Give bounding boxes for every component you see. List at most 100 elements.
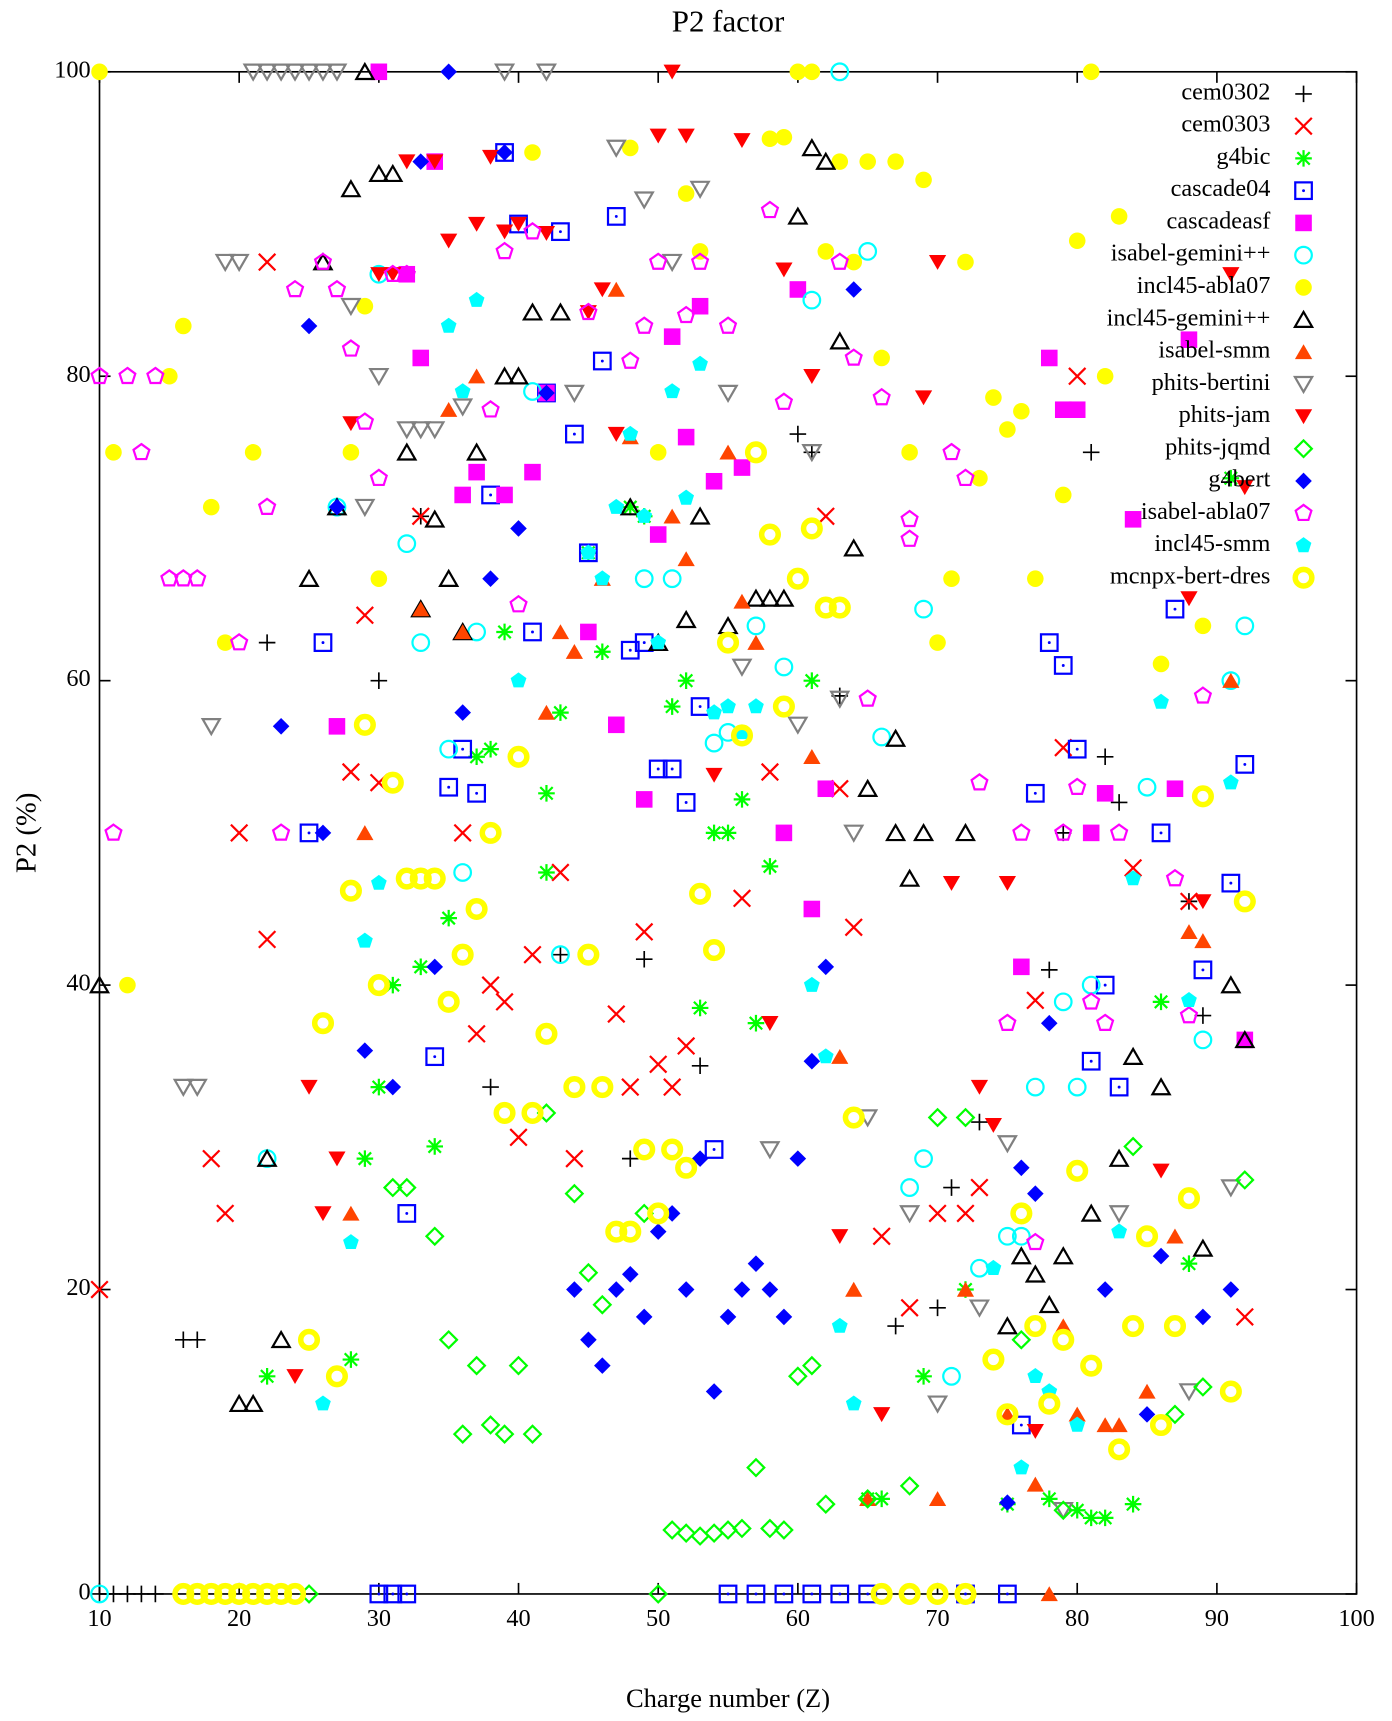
point <box>594 1357 611 1374</box>
point <box>1221 873 1241 893</box>
point <box>1109 823 1129 841</box>
point <box>900 529 919 547</box>
legend-marker <box>1294 344 1313 360</box>
point <box>789 281 807 298</box>
point <box>971 469 988 487</box>
point <box>370 672 388 689</box>
point-outline <box>997 1584 1017 1604</box>
point-dot <box>307 831 311 835</box>
point <box>732 1518 752 1539</box>
point <box>787 716 809 735</box>
point <box>580 1331 597 1349</box>
point <box>495 992 514 1011</box>
point <box>1235 754 1255 774</box>
y-tick-label: 80 <box>66 361 90 388</box>
point <box>705 767 723 783</box>
point <box>535 63 557 82</box>
point-outline <box>830 1584 850 1604</box>
point-dot <box>642 641 646 645</box>
point <box>1024 1264 1046 1283</box>
point <box>621 1150 639 1167</box>
point <box>817 958 835 976</box>
point <box>998 1013 1017 1031</box>
point <box>635 922 654 941</box>
legend-label: g4bert <box>1208 466 1270 493</box>
point <box>119 1585 136 1603</box>
point <box>815 151 837 170</box>
point <box>1222 672 1240 688</box>
point <box>956 468 975 487</box>
point <box>955 1107 976 1128</box>
point <box>521 1101 544 1125</box>
legend-marker <box>1294 181 1313 201</box>
point <box>1194 933 1212 949</box>
point <box>297 1328 321 1351</box>
point <box>719 444 737 460</box>
point <box>761 1281 779 1298</box>
point <box>1138 1406 1156 1423</box>
point <box>551 863 570 882</box>
point-outline <box>1025 783 1045 803</box>
point <box>1011 1329 1032 1350</box>
point <box>830 252 849 270</box>
point-dot <box>782 1592 786 1596</box>
point <box>1066 1159 1089 1182</box>
point <box>343 1234 359 1249</box>
point <box>1096 1013 1115 1031</box>
point-dot <box>866 1592 870 1596</box>
point-dot <box>838 1592 842 1596</box>
point <box>1027 570 1044 587</box>
legend-marker <box>1295 472 1312 490</box>
point <box>857 778 879 797</box>
point <box>648 759 668 779</box>
point <box>690 252 710 270</box>
point <box>956 1204 975 1223</box>
point-dot <box>1103 983 1107 987</box>
point <box>675 609 697 629</box>
legend-marker <box>1295 279 1312 296</box>
point <box>1221 671 1241 691</box>
point <box>522 1424 543 1444</box>
point <box>719 824 737 842</box>
point <box>648 1584 669 1604</box>
point-outline <box>676 793 696 812</box>
point-outline <box>523 622 542 642</box>
point <box>1012 823 1031 841</box>
point <box>1193 1377 1213 1397</box>
point <box>466 1355 487 1376</box>
point <box>468 748 485 766</box>
point <box>381 771 404 794</box>
point <box>311 1012 335 1035</box>
point <box>1068 1406 1086 1422</box>
point <box>859 153 876 170</box>
point <box>649 128 667 144</box>
y-tick-label: 40 <box>66 970 90 997</box>
point <box>845 1395 862 1411</box>
point <box>982 1348 1005 1371</box>
point-outline <box>425 1047 445 1067</box>
point <box>452 398 474 417</box>
point <box>747 1014 765 1032</box>
point <box>664 383 681 399</box>
point <box>1067 1077 1087 1097</box>
point <box>339 879 362 902</box>
point <box>649 1223 667 1240</box>
point <box>1082 824 1100 842</box>
point <box>635 950 653 968</box>
point <box>551 945 570 965</box>
point <box>507 366 530 385</box>
point <box>132 442 151 461</box>
point <box>775 1308 793 1326</box>
point <box>454 704 471 721</box>
point <box>1053 1500 1074 1521</box>
point <box>619 497 641 516</box>
point <box>661 253 683 273</box>
point <box>496 486 513 504</box>
point <box>230 823 249 842</box>
point <box>90 1584 109 1604</box>
point <box>300 1079 318 1095</box>
point <box>760 200 780 219</box>
point <box>1025 1077 1045 1097</box>
point <box>353 713 376 736</box>
